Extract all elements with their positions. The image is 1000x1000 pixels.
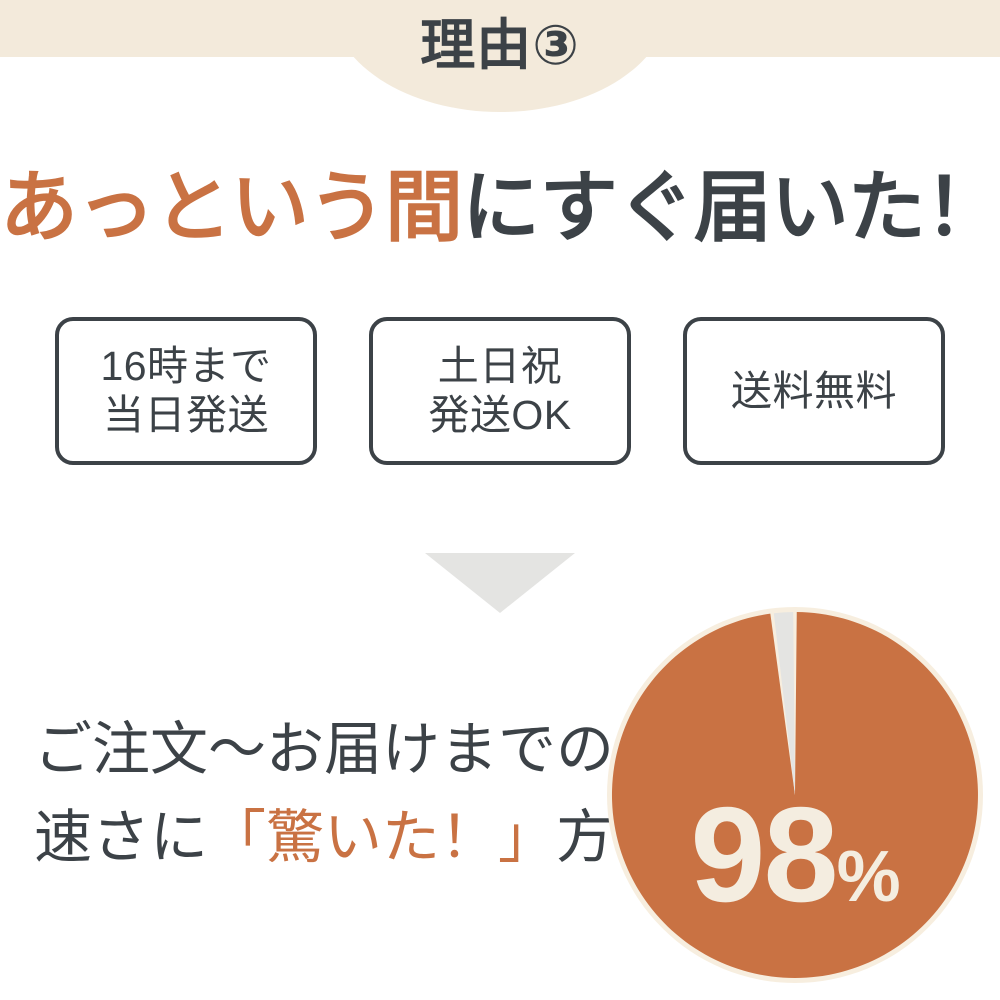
badge-line-1: 送料無料 (731, 367, 897, 414)
pie-chart-svg (607, 607, 983, 983)
headline: あっという間にすぐ届いた！ (0, 160, 1000, 254)
caption-line-2-pre: 速さに (34, 805, 209, 870)
header-title: 理由③ (420, 14, 580, 76)
caption-line-2-post: 方 (556, 805, 615, 870)
badge-line-2: 発送OK (428, 392, 572, 438)
badge-line-1: 16時まで (100, 343, 272, 389)
pie-slice-major (611, 612, 978, 979)
headline-accent: あっという間 (0, 163, 463, 251)
badge-free-shipping: 送料無料 (683, 317, 945, 465)
badge-row: 16時まで 当日発送 土日祝 発送OK 送料無料 (55, 317, 945, 465)
header-band (0, 0, 1000, 112)
badge-line-2: 当日発送 (103, 392, 269, 438)
pie-slices (611, 612, 978, 979)
headline-rest: にすぐ届いた！ (462, 163, 1000, 251)
caption-line-2: 速さに「驚いた！」方 (34, 794, 614, 882)
badge-same-day-shipping: 16時まで 当日発送 (55, 317, 317, 465)
pie-chart: 98% (605, 605, 985, 985)
caption: ご注文〜お届けまでの 速さに「驚いた！」方 (34, 706, 614, 882)
triangle-down-icon (425, 553, 575, 613)
badge-weekend-holiday-shipping: 土日祝 発送OK (369, 317, 631, 465)
caption-line-2-accent: 「驚いた！」 (208, 805, 557, 870)
pie-slice-minor (773, 612, 795, 795)
badge-line-1: 土日祝 (437, 343, 563, 389)
caption-line-1: ご注文〜お届けまでの (34, 717, 615, 782)
